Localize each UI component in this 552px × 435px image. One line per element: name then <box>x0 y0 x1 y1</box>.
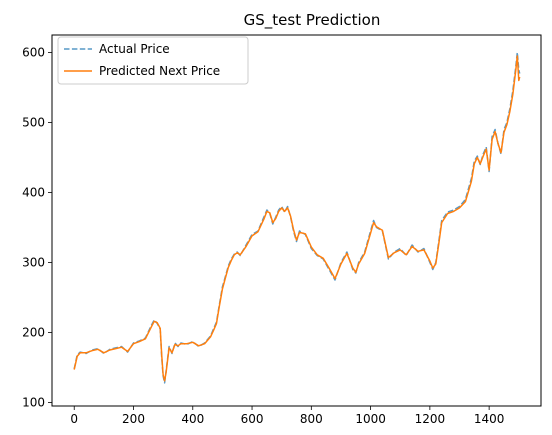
x-tick-label: 800 <box>300 412 323 426</box>
x-tick-label: 1400 <box>474 412 505 426</box>
x-tick-label: 1000 <box>355 412 386 426</box>
chart-title: GS_test Prediction <box>244 11 381 30</box>
x-tick-label: 200 <box>122 412 145 426</box>
legend-box <box>57 36 249 85</box>
y-tick-label: 200 <box>22 326 45 340</box>
y-axis: 100 200 300 400 500 600 <box>22 46 52 410</box>
legend-label-1: Actual Price <box>99 42 170 56</box>
y-tick-label: 300 <box>22 256 45 270</box>
plot-area <box>51 34 542 407</box>
y-tick-label: 500 <box>22 116 45 130</box>
x-axis: 0 200 400 600 800 1000 1200 1400 <box>70 406 504 426</box>
y-tick-label: 100 <box>22 396 45 410</box>
legend: Actual Price Predicted Next Price <box>57 36 249 85</box>
x-tick-label: 1200 <box>415 412 446 426</box>
x-tick-label: 400 <box>181 412 204 426</box>
y-tick-label: 600 <box>22 46 45 60</box>
series-layer <box>73 51 521 384</box>
series-line-2 <box>73 55 521 382</box>
y-tick-label: 400 <box>22 186 45 200</box>
legend-label-2: Predicted Next Price <box>99 64 220 78</box>
axes-frame <box>51 34 542 407</box>
x-tick-label: 600 <box>241 412 264 426</box>
x-tick-label: 0 <box>70 412 78 426</box>
